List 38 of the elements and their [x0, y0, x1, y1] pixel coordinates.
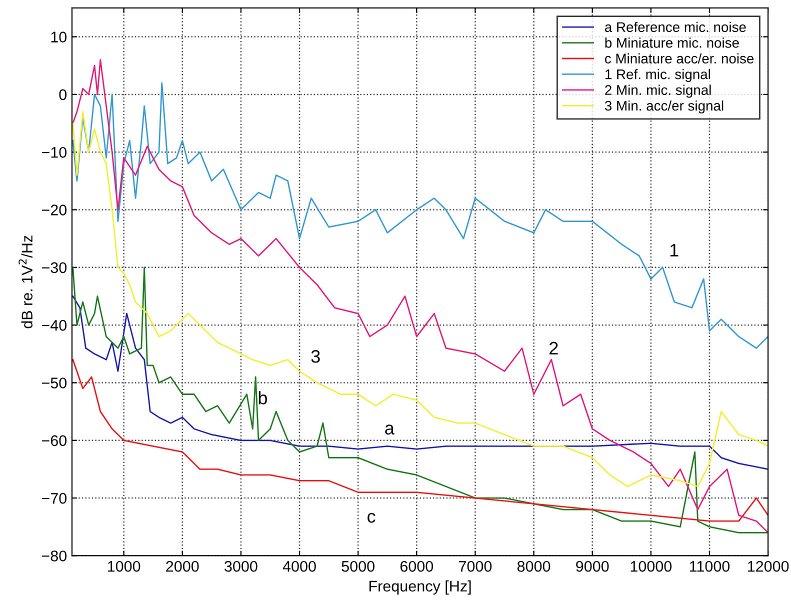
annotation: 3 — [311, 350, 320, 363]
x-tick-label: 8000 — [517, 560, 550, 572]
y-tick-label: 0 — [59, 89, 67, 100]
legend-label: a Reference mic. noise — [605, 22, 746, 32]
annotation: a — [385, 424, 394, 435]
y-axis-title: dB re. 1V$^{2}$/Hz — [18, 236, 33, 328]
line-series — [72, 296, 768, 470]
x-tick-label: 4000 — [282, 560, 316, 572]
legend-label: 3 Min. acc/er signal — [604, 100, 724, 114]
legend-label: c Miniature acc/er. noise — [605, 53, 754, 64]
y-tick-label: −60 — [42, 435, 67, 446]
x-axis-title: Frequency [Hz] — [369, 580, 471, 595]
x-tick-label: 1000 — [108, 560, 140, 572]
y-tick-label: −40 — [42, 320, 67, 331]
x-tick-label: 9000 — [576, 560, 609, 572]
y-tick-label: −20 — [42, 204, 67, 216]
legend-label: 1 Ref. mic. signal — [605, 69, 710, 82]
y-tick-label: −80 — [42, 550, 67, 562]
line-series — [72, 266, 768, 534]
legend-label: b Miniature mic. noise — [605, 38, 739, 48]
annotation: 2 — [550, 342, 558, 354]
x-tick-label: 12000 — [748, 560, 789, 572]
x-tick-label: 6000 — [400, 560, 434, 572]
x-tick-label: 7000 — [459, 560, 492, 572]
y-tick-label: −70 — [42, 492, 67, 504]
annotation: 1 — [670, 244, 678, 256]
legend-label: 2 Min. mic. signal — [605, 84, 711, 98]
y-tick-label: 10 — [51, 32, 67, 42]
x-tick-label: 2000 — [166, 560, 199, 572]
x-tick-label: 3000 — [224, 560, 258, 572]
y-tick-label: −30 — [42, 262, 67, 274]
annotation: b — [258, 391, 267, 404]
annotation: c — [368, 512, 376, 523]
x-tick-label: 5000 — [342, 560, 374, 572]
x-tick-label: 11000 — [690, 560, 730, 572]
y-tick-label: −50 — [42, 378, 67, 388]
x-tick-label: 10000 — [630, 560, 672, 572]
y-tick-label: −10 — [42, 146, 67, 158]
